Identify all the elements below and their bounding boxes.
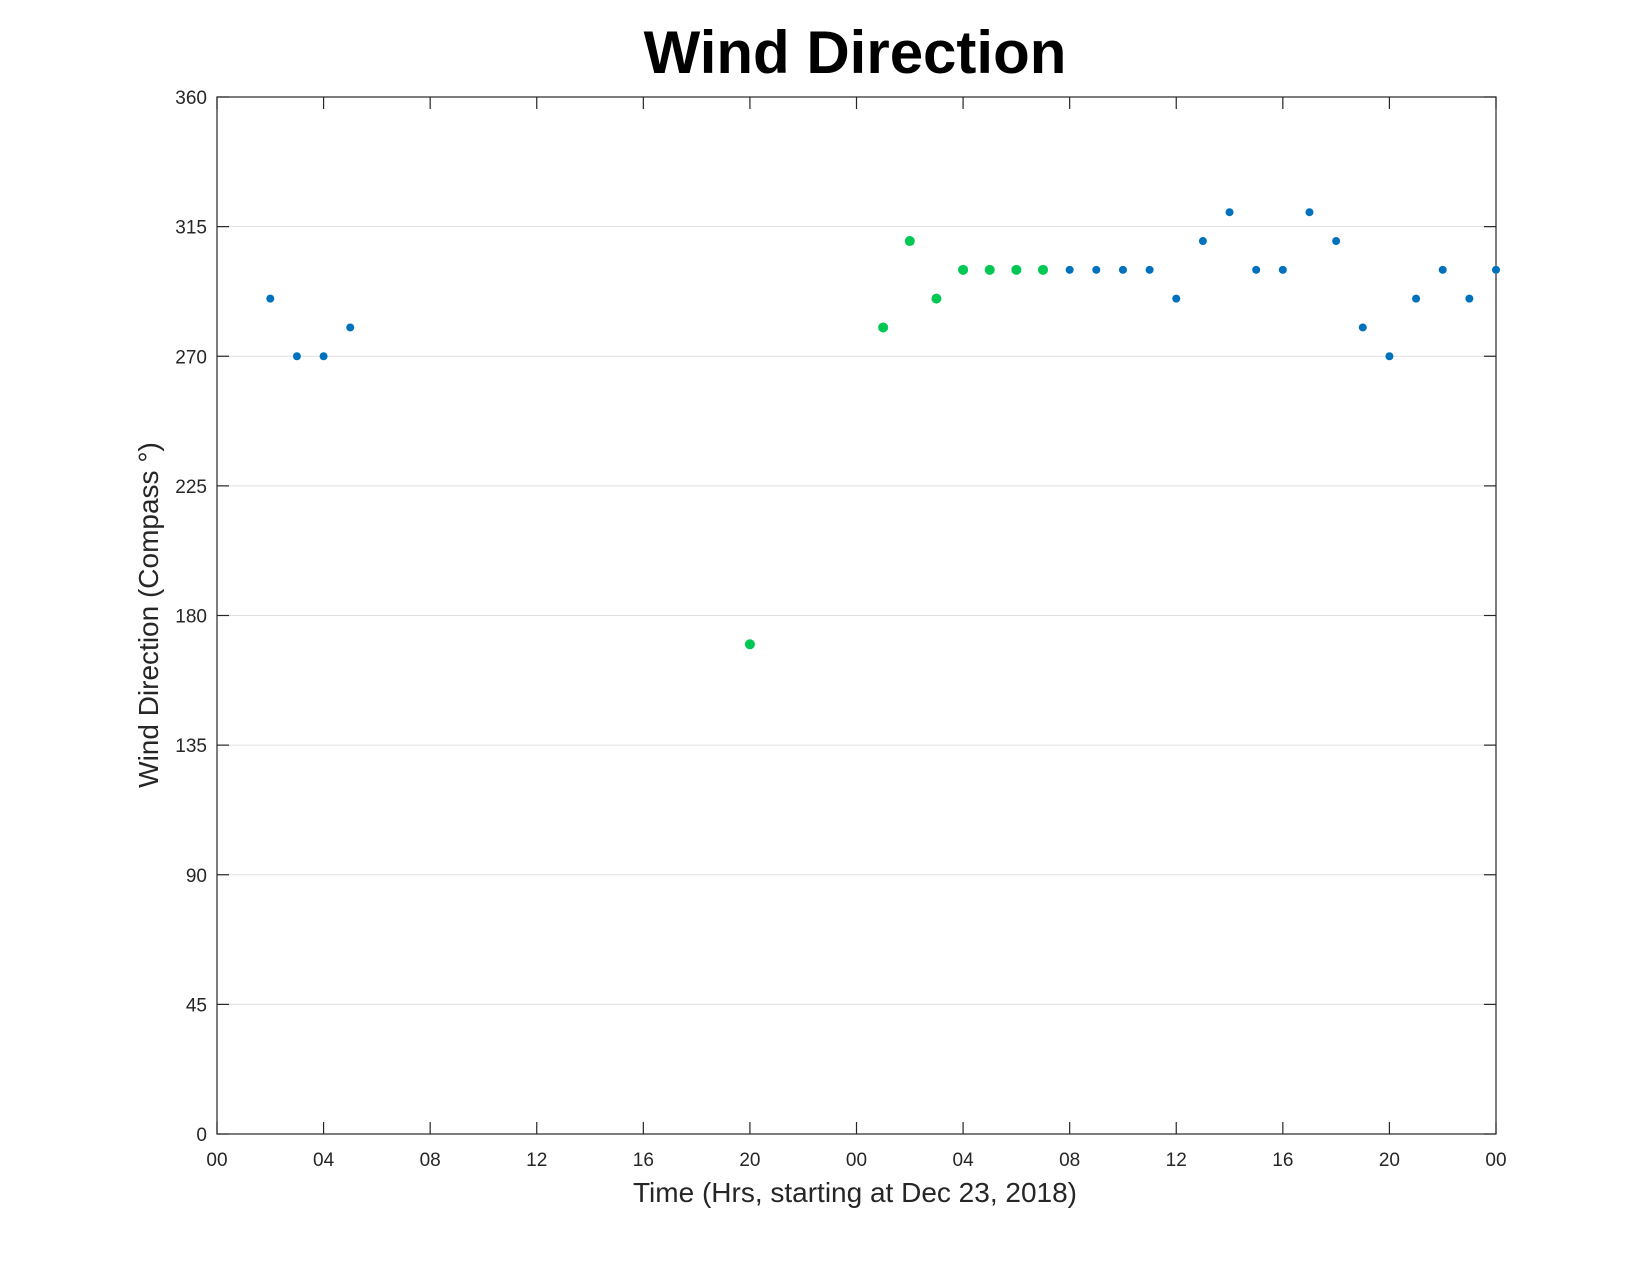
data-point (1092, 265, 1101, 274)
y-tick-label: 270 (175, 347, 207, 368)
data-point (1358, 323, 1367, 332)
data-point (1412, 294, 1421, 303)
data-point (1225, 208, 1234, 217)
data-point (1198, 237, 1207, 246)
y-axis-label: Wind Direction (Compass °) (133, 442, 164, 788)
data-point (1492, 265, 1500, 274)
y-tick-label: 90 (186, 866, 207, 887)
x-tick-label: 16 (1272, 1150, 1293, 1171)
y-tick-label: 360 (175, 88, 207, 109)
data-point (1332, 237, 1341, 246)
y-tick-label: 45 (186, 995, 207, 1016)
data-point (1278, 265, 1287, 274)
x-tick-label: 20 (739, 1150, 760, 1171)
y-tick-label: 180 (175, 607, 207, 628)
data-point (1305, 208, 1314, 217)
y-tick-label: 135 (175, 736, 207, 757)
data-point (1065, 265, 1074, 274)
x-tick-label: 00 (846, 1150, 867, 1171)
x-tick-label: 00 (1485, 1150, 1506, 1171)
data-point (984, 264, 995, 275)
data-point (744, 639, 755, 650)
data-point (1145, 265, 1154, 274)
data-point (1038, 264, 1049, 275)
axis-ticks: 0 45 90 135 180 225 270 315 360 00 04 08 12 16 20 00 04 0… (175, 88, 1506, 1171)
data-point (319, 352, 328, 361)
y-tick-label: 0 (196, 1125, 207, 1146)
data-point (878, 322, 889, 333)
x-tick-label: 00 (206, 1150, 227, 1171)
data-point (931, 293, 942, 304)
data-point (1118, 265, 1127, 274)
data-point (266, 294, 275, 303)
data-point (1252, 265, 1261, 274)
x-tick-label: 20 (1379, 1150, 1400, 1171)
data-point (1172, 294, 1181, 303)
x-tick-label: 12 (526, 1150, 547, 1171)
data-point (1465, 294, 1474, 303)
x-tick-label: 08 (1059, 1150, 1080, 1171)
x-tick-label: 08 (420, 1150, 441, 1171)
x-tick-label: 04 (953, 1150, 975, 1171)
data-point (1438, 265, 1447, 274)
x-tick-label: 16 (633, 1150, 654, 1171)
gridlines (217, 226, 1496, 1005)
data-point (904, 236, 915, 247)
data-point (1011, 264, 1022, 275)
y-tick-label: 225 (175, 477, 207, 498)
chart-title: Wind Direction (644, 19, 1067, 86)
x-tick-label: 12 (1166, 1150, 1187, 1171)
x-tick-label: 04 (313, 1150, 335, 1171)
data-point (1385, 352, 1394, 361)
data-point (292, 352, 301, 361)
x-axis-label: Time (Hrs, starting at Dec 23, 2018) (633, 1177, 1077, 1208)
data-point (346, 323, 355, 332)
data-points (266, 208, 1500, 650)
data-point (958, 264, 969, 275)
y-tick-label: 315 (175, 218, 207, 239)
